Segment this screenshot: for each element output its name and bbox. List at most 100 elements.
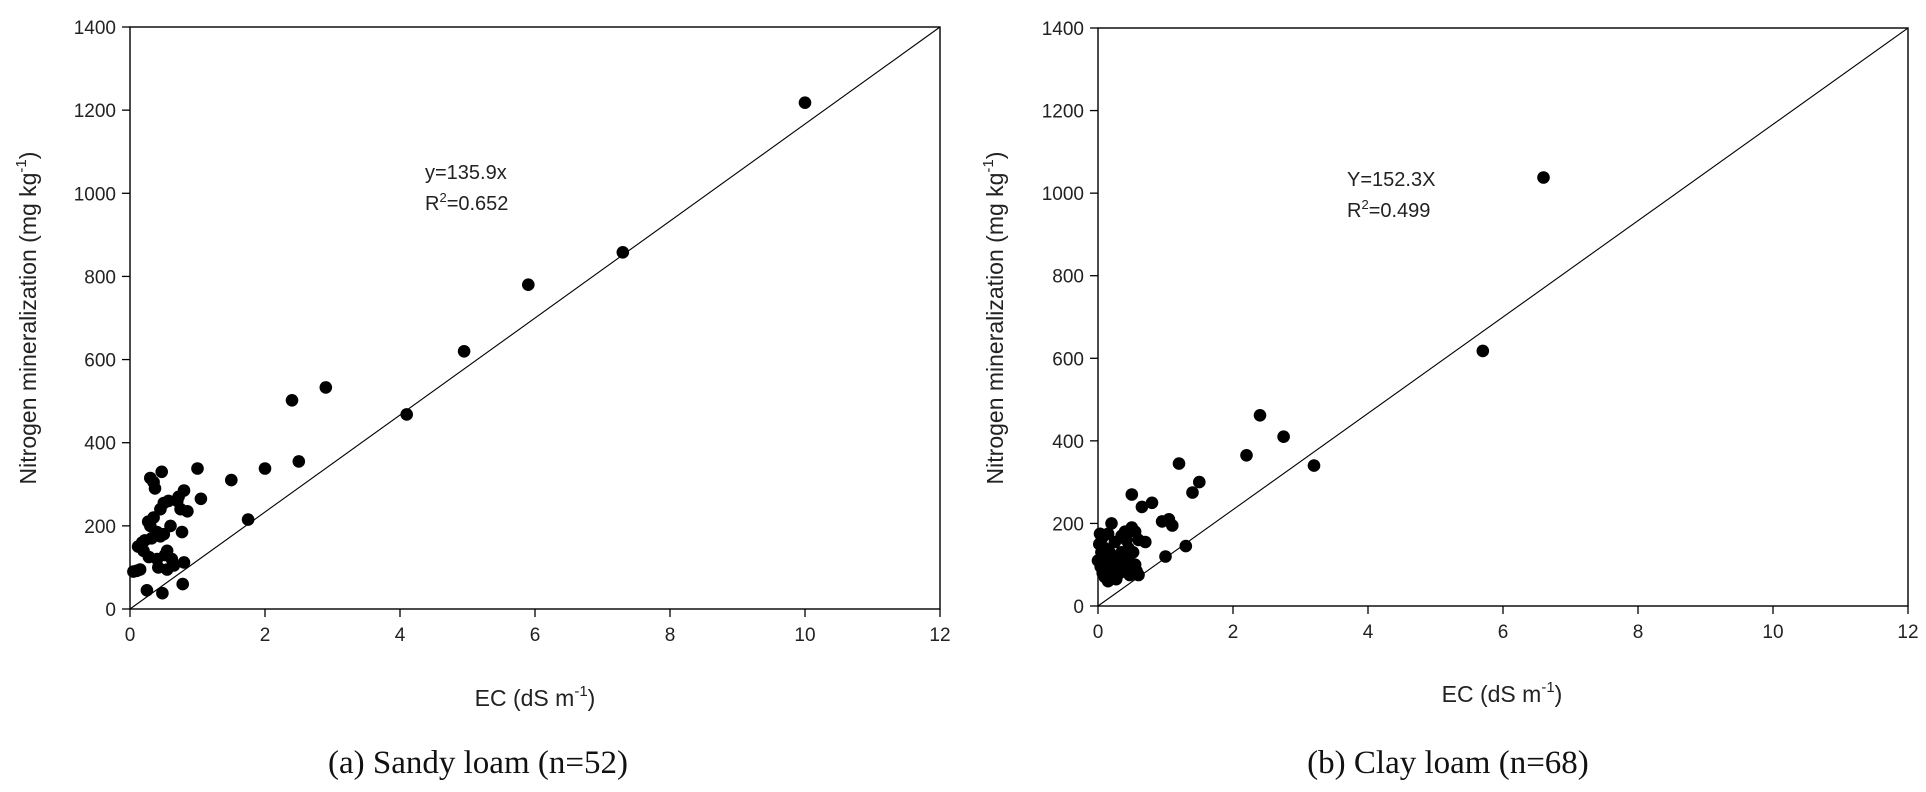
- panel-b-fit-line: [1097, 27, 1909, 607]
- y-tick: 800: [1052, 267, 1098, 288]
- x-tick-label: 8: [665, 625, 676, 646]
- data-point: [1476, 344, 1490, 358]
- panel-b-r-squared: R2=0.499: [1347, 197, 1430, 222]
- panel-a-r-squared: R2=0.652: [425, 190, 508, 215]
- x-tick: 4: [1363, 606, 1374, 643]
- y-tick-label: 1200: [74, 101, 116, 122]
- data-point: [522, 278, 535, 292]
- x-tick: 12: [929, 609, 951, 646]
- y-tick-label: 400: [1052, 432, 1084, 453]
- data-point: [1277, 430, 1290, 444]
- panel-a-equation: y=135.9x: [425, 162, 507, 184]
- x-tick-label: 12: [1897, 622, 1918, 643]
- x-tick-label: 0: [125, 625, 136, 646]
- y-tick-label: 1400: [74, 18, 116, 39]
- panel-a-fit-line: [129, 26, 941, 610]
- y-tick-label: 1000: [74, 184, 116, 205]
- fit-line: [129, 26, 941, 610]
- x-tick-label: 2: [1228, 622, 1239, 643]
- y-tick: 1000: [1042, 184, 1098, 205]
- data-point: [1240, 449, 1253, 462]
- x-tick-label: 6: [530, 625, 541, 646]
- y-tick: 0: [105, 600, 130, 621]
- x-tick-label: 10: [1762, 622, 1783, 643]
- panel-b-equation: Y=152.3X: [1347, 169, 1435, 191]
- panel-b: 0 2 4 6 8 10 12 0 200 400 600 800 1000 1200 1400 Y=15…: [980, 19, 1919, 781]
- panel-b-x-axis-label: EC (dS m-1): [1442, 679, 1563, 707]
- x-tick: 2: [1228, 606, 1239, 643]
- data-point: [1172, 457, 1186, 470]
- y-tick: 1200: [1042, 102, 1098, 123]
- data-point: [181, 505, 194, 518]
- data-point: [1186, 486, 1199, 499]
- x-tick: 2: [260, 609, 271, 646]
- x-tick: 6: [530, 609, 541, 646]
- y-tick-label: 800: [1052, 267, 1084, 288]
- y-tick-label: 1200: [1042, 102, 1084, 123]
- data-point: [319, 381, 333, 394]
- data-point: [140, 584, 154, 597]
- data-point: [1193, 475, 1206, 489]
- y-tick-label: 200: [84, 517, 116, 538]
- x-tick: 0: [1093, 606, 1103, 643]
- panel-a-x-ticks: 0 2 4 6 8 10 12: [125, 609, 951, 646]
- data-point: [1166, 519, 1179, 532]
- panel-a-y-axis-label: Nitrogen mineralization (mg kg-1): [13, 152, 41, 485]
- x-tick: 8: [665, 609, 676, 646]
- x-tick: 8: [1633, 606, 1643, 643]
- panel-b-y-axis-label: Nitrogen mineralization (mg kg-1): [980, 152, 1008, 485]
- y-tick: 200: [84, 517, 130, 538]
- x-tick-label: 2: [260, 625, 271, 646]
- data-point: [162, 494, 175, 508]
- x-tick-label: 6: [1498, 622, 1509, 643]
- y-tick: 1400: [74, 18, 130, 39]
- y-tick-label: 0: [1073, 597, 1084, 618]
- y-tick: 200: [1052, 514, 1098, 535]
- panel-a-caption: (a) Sandy loam (n=52): [328, 745, 628, 781]
- y-tick: 400: [1052, 432, 1098, 453]
- y-tick: 1400: [1042, 19, 1098, 40]
- data-point: [164, 519, 177, 533]
- data-point: [1126, 546, 1140, 559]
- data-point: [400, 408, 414, 421]
- data-point: [177, 556, 191, 569]
- panel-a-x-axis-label: EC (dS m-1): [475, 683, 596, 711]
- panel-b-points: [1091, 171, 1550, 588]
- data-point: [1159, 550, 1172, 563]
- data-point: [156, 586, 169, 600]
- data-point: [167, 559, 181, 572]
- fit-line: [1097, 27, 1909, 607]
- data-point: [1145, 496, 1159, 510]
- y-tick-label: 0: [105, 600, 116, 621]
- x-tick: 10: [1762, 606, 1784, 643]
- data-point: [241, 513, 255, 526]
- data-point: [616, 246, 630, 259]
- x-tick-label: 4: [1363, 622, 1374, 643]
- data-point: [147, 511, 160, 524]
- data-point: [1139, 535, 1152, 549]
- y-tick-label: 600: [84, 351, 116, 372]
- data-point: [1132, 568, 1145, 582]
- x-tick: 6: [1498, 606, 1509, 643]
- data-point: [133, 563, 147, 576]
- data-point: [176, 577, 189, 591]
- panel-a: 0 2 4 6 8 10 12 0 200 400 600 800 1000 1200 1400 y=13…: [13, 18, 951, 781]
- y-tick: 1000: [74, 184, 130, 205]
- y-tick: 600: [1052, 349, 1098, 370]
- data-point: [148, 482, 162, 495]
- data-point: [194, 492, 208, 506]
- data-point: [285, 394, 299, 407]
- y-tick-label: 200: [1052, 514, 1084, 535]
- data-point: [177, 484, 191, 497]
- y-tick-label: 800: [84, 267, 116, 288]
- y-tick: 800: [84, 267, 130, 288]
- data-point: [191, 462, 204, 475]
- panel-b-x-ticks: 0 2 4 6 8 10 12: [1093, 606, 1919, 643]
- panel-a-points: [127, 96, 812, 600]
- data-point: [175, 525, 189, 539]
- x-tick: 12: [1897, 606, 1919, 643]
- y-tick-label: 1000: [1042, 184, 1084, 205]
- x-tick: 0: [125, 609, 136, 646]
- x-tick: 10: [794, 609, 816, 646]
